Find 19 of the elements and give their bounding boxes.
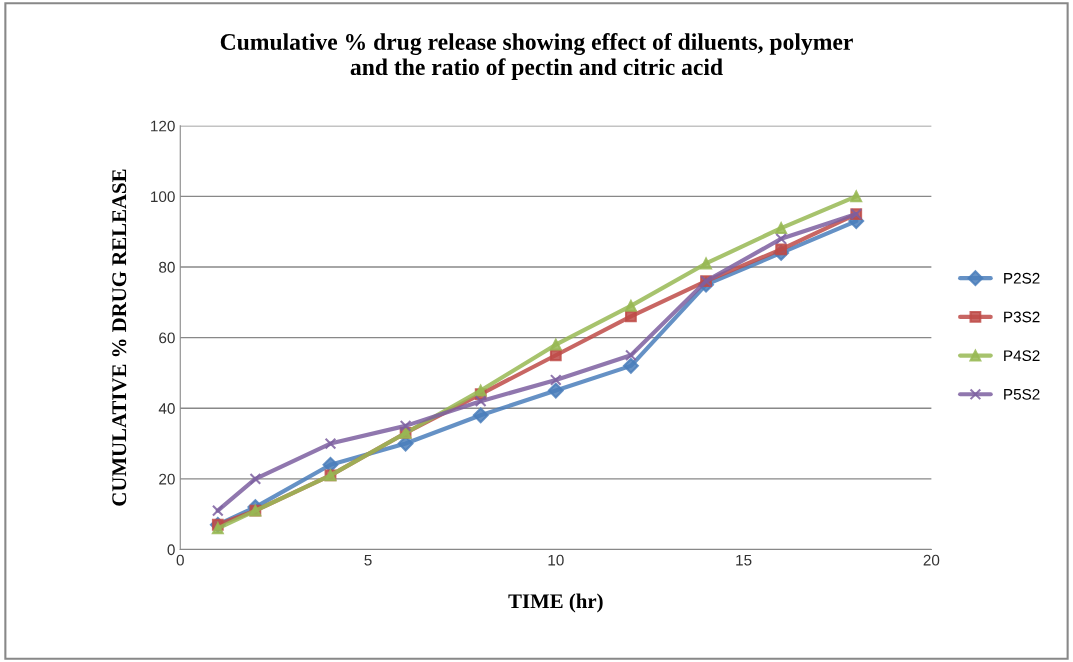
- x-tick-label: 10: [548, 554, 564, 566]
- x-tick-label: 15: [736, 554, 752, 566]
- legend-label: P2S2: [1004, 272, 1040, 284]
- x-tick-label: 20: [923, 554, 940, 566]
- legend-label: P5S2: [1004, 388, 1040, 400]
- y-tick-label: 80: [159, 261, 175, 273]
- y-tick-label: 120: [151, 120, 175, 132]
- y-tick-label: 60: [159, 332, 175, 344]
- y-tick-label: 0: [167, 544, 175, 556]
- legend-label: P4S2: [1004, 350, 1040, 362]
- y-tick-label: 20: [159, 473, 175, 485]
- y-tick-label: 40: [158, 403, 175, 414]
- x-tick-label: 5: [364, 554, 372, 566]
- x-tick-label: 0: [176, 554, 184, 566]
- legend-label: P3S2: [1004, 311, 1040, 323]
- y-axis-title: CUMULATIVE % DRUG RELEASE: [112, 169, 127, 506]
- chart-title: Cumulative % drug release showing effect of diluents, polymer and the ratio of pectin and citric acid: [220, 33, 853, 80]
- y-tick-label: 100: [151, 191, 175, 203]
- x-axis-title: TIME (hr): [508, 593, 603, 613]
